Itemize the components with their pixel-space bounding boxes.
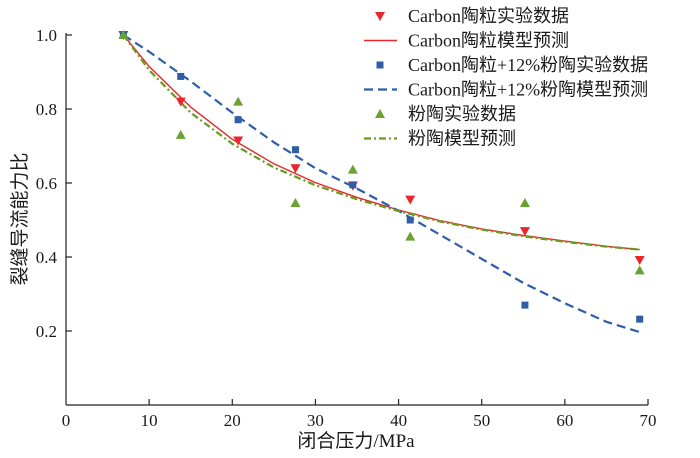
x-tick-label: 0 [62, 411, 71, 430]
data-point [175, 129, 186, 139]
legend-item: 粉陶实验数据 [375, 104, 516, 124]
legend-item: Carbon陶粒+12%粉陶模型预测 [364, 80, 648, 100]
legend-item: Carbon陶粒实验数据 [375, 6, 569, 26]
data-point [634, 255, 645, 265]
series-line [122, 34, 640, 251]
data-point [177, 72, 185, 80]
legend: Carbon陶粒实验数据 Carbon陶粒模型预测 Carbon陶粒+12%粉陶实验… [364, 6, 648, 149]
plot-area [118, 30, 645, 334]
x-tick-label: 60 [556, 411, 573, 430]
y-tick-label: 0.2 [36, 322, 57, 341]
legend-label: 粉陶实验数据 [408, 104, 516, 124]
data-point [118, 30, 129, 39]
x-tick-label: 50 [473, 411, 490, 430]
legend-label: 粉陶模型预测 [408, 129, 516, 149]
y-axis-title: 裂缝导流能力比 [9, 152, 31, 285]
legend-label: Carbon陶粒实验数据 [408, 6, 569, 26]
data-point [349, 181, 357, 189]
data-point [634, 265, 645, 275]
data-point [290, 197, 301, 207]
data-point [406, 216, 414, 224]
series-points [119, 31, 644, 323]
legend-marker [376, 61, 384, 69]
data-point [405, 195, 416, 205]
legend-marker [375, 109, 385, 118]
y-tick-label: 0.4 [36, 248, 58, 267]
x-tick-label: 70 [640, 411, 657, 430]
series-points [118, 30, 645, 275]
legend-item: Carbon陶粒模型预测 [364, 31, 569, 51]
data-point [519, 227, 530, 237]
data-point [636, 315, 644, 323]
x-tick-label: 40 [390, 411, 407, 430]
y-tick-label: 1.0 [36, 26, 57, 45]
x-axis-title: 闭合压力/MPa [297, 430, 415, 452]
y-tick-label: 0.8 [36, 100, 57, 119]
legend-label: Carbon陶粒+12%粉陶实验数据 [408, 55, 648, 75]
data-point [233, 136, 244, 146]
legend-marker [375, 12, 385, 21]
data-point [521, 301, 529, 309]
x-tick-label: 10 [141, 411, 158, 430]
data-point [290, 164, 301, 174]
legend-label: Carbon陶粒+12%粉陶模型预测 [408, 80, 648, 100]
data-point [347, 164, 358, 174]
y-tick-label: 0.6 [36, 174, 57, 193]
legend-label: Carbon陶粒模型预测 [408, 31, 569, 51]
axes: 0 10 20 30 40 50 60 70 0.2 0.4 0.6 0.8 1.0 [36, 26, 657, 430]
data-point [234, 116, 242, 124]
data-point [175, 97, 186, 107]
legend-item: 粉陶模型预测 [364, 129, 516, 149]
legend-item: Carbon陶粒+12%粉陶实验数据 [376, 55, 648, 75]
data-point [291, 146, 299, 154]
data-point [519, 197, 530, 207]
series-line [122, 34, 641, 334]
x-tick-label: 30 [307, 411, 324, 430]
data-point [233, 96, 244, 106]
data-point [405, 231, 416, 241]
x-tick-label: 20 [224, 411, 241, 430]
